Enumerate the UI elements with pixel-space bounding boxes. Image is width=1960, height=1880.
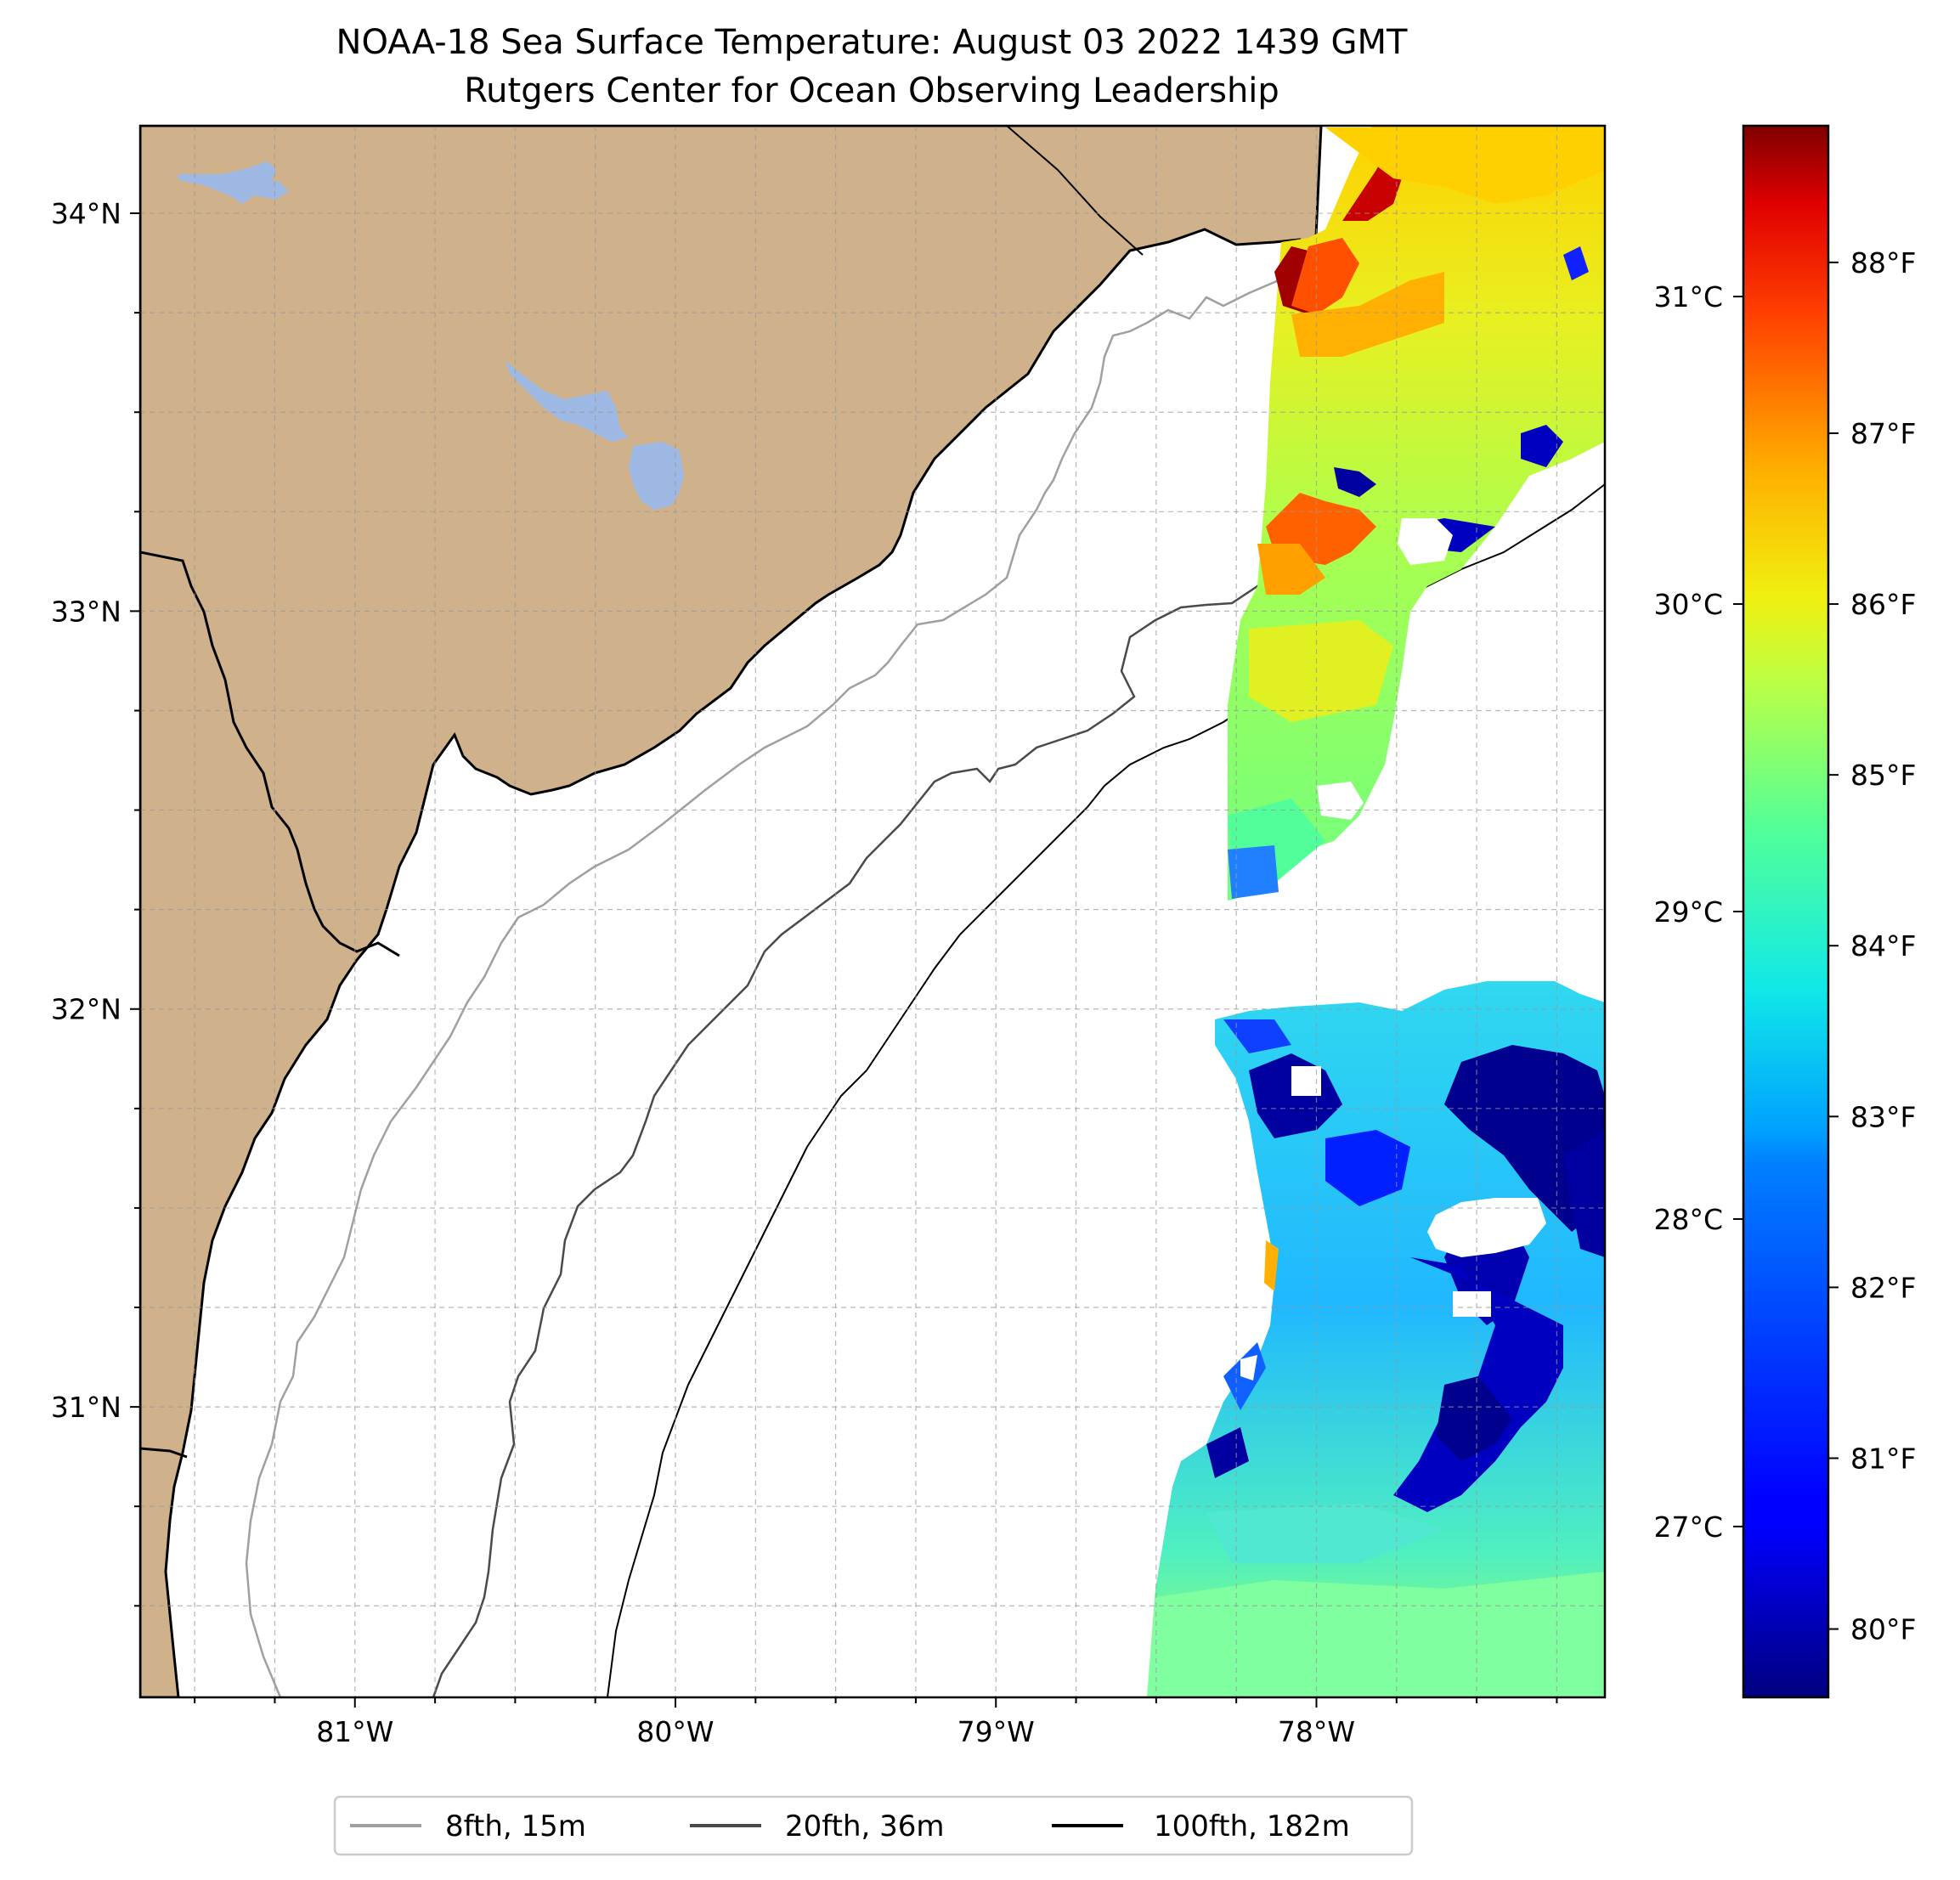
cbar-f-label: 86°F — [1850, 588, 1916, 621]
legend-label-20fth: 20fth, 36m — [785, 1809, 945, 1843]
cbar-c-label: 30°C — [1653, 588, 1723, 621]
legend-box — [333, 1795, 1414, 1856]
lat-tick-label: 33°N — [51, 595, 121, 628]
coast-detail — [140, 550, 400, 957]
contour-8fth — [245, 279, 1279, 1697]
cbar-c-label: 28°C — [1653, 1203, 1723, 1236]
cbar-f-label: 87°F — [1850, 417, 1916, 450]
lake-north — [178, 161, 289, 204]
legend-label-100fth: 100fth, 182m — [1154, 1809, 1350, 1843]
lat-tick-label: 31°N — [51, 1391, 121, 1424]
chart-title: NOAA-18 Sea Surface Temperature: August … — [336, 23, 1408, 62]
sst-swath-south — [1147, 981, 1605, 1697]
lon-tick-label: 79°W — [957, 1715, 1035, 1748]
colorbar-ticks: 80°F 81°F 82°F 83°F 84°F 85°F 86°F 87°F 88°F 27°C… — [1653, 246, 1916, 1646]
lon-tick-label: 78°W — [1278, 1715, 1355, 1748]
cbar-c-label: 31°C — [1653, 280, 1723, 313]
sst-swath-north — [1228, 126, 1605, 900]
map-frame — [138, 124, 1607, 1699]
cbar-f-label: 84°F — [1850, 929, 1916, 963]
cbar-f-label: 80°F — [1850, 1613, 1916, 1646]
legend: 8fth, 15m 20fth, 36m 100fth, 182m — [333, 1795, 1414, 1856]
lon-tick-label: 81°W — [316, 1715, 393, 1748]
cbar-f-label: 83°F — [1850, 1100, 1916, 1133]
colorbar-bar — [1742, 124, 1830, 1699]
lake-marion — [506, 361, 629, 442]
state-border — [1006, 126, 1144, 256]
gridlines — [140, 126, 1605, 1697]
cbar-f-label: 85°F — [1850, 759, 1916, 792]
map-area — [140, 126, 1605, 1697]
lat-tick-label: 32°N — [51, 993, 121, 1026]
cbar-c-label: 29°C — [1653, 895, 1723, 929]
lon-tick-label: 80°W — [636, 1715, 714, 1748]
map-axis-ticks: 81°W 80°W 79°W 78°W 34°N 33°N 32°N 31°N — [51, 197, 1558, 1748]
cbar-f-label: 88°F — [1850, 246, 1916, 279]
lake-moultrie — [629, 442, 684, 510]
chart-subtitle: Rutgers Center for Ocean Observing Leade… — [464, 71, 1279, 110]
lat-tick-label: 34°N — [51, 197, 121, 230]
coast-detail-south — [140, 1447, 188, 1459]
cbar-f-label: 81°F — [1850, 1442, 1916, 1475]
legend-label-8fth: 8fth, 15m — [445, 1809, 586, 1843]
cbar-f-label: 82°F — [1850, 1271, 1916, 1304]
cbar-c-label: 27°C — [1653, 1510, 1723, 1544]
